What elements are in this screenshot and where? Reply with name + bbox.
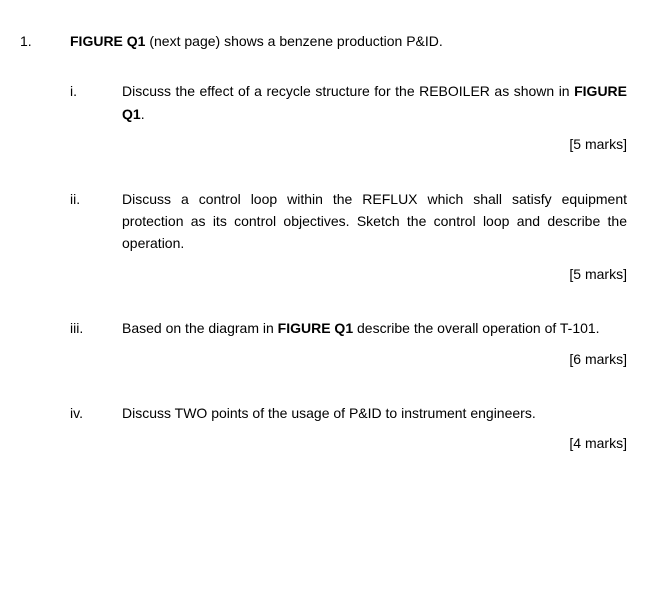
sub-question-label: i.	[70, 80, 98, 155]
sub-question-text: Discuss TWO points of the usage of P&ID …	[122, 402, 627, 424]
sub-question-content: Based on the diagram in FIGURE Q1 descri…	[122, 317, 627, 370]
sub-questions-list: i. Discuss the effect of a recycle struc…	[70, 80, 627, 454]
intro-bold: FIGURE Q1	[70, 33, 145, 49]
sub-question-marks: [5 marks]	[122, 263, 627, 285]
sub-text-before: Discuss a control loop within the REFLUX…	[122, 191, 627, 252]
question-number: 1.	[20, 30, 40, 487]
sub-question-content: Discuss a control loop within the REFLUX…	[122, 188, 627, 286]
sub-question-content: Discuss the effect of a recycle structur…	[122, 80, 627, 155]
intro-suffix: (next page) shows a benzene production P…	[145, 33, 442, 49]
sub-question-content: Discuss TWO points of the usage of P&ID …	[122, 402, 627, 455]
sub-text-after: .	[141, 106, 145, 122]
sub-question: i. Discuss the effect of a recycle struc…	[70, 80, 627, 155]
sub-question-marks: [4 marks]	[122, 432, 627, 454]
sub-question-label: ii.	[70, 188, 98, 286]
sub-question-label: iv.	[70, 402, 98, 455]
sub-question-text: Discuss the effect of a recycle structur…	[122, 80, 627, 125]
sub-question: ii. Discuss a control loop within the RE…	[70, 188, 627, 286]
sub-question-text: Discuss a control loop within the REFLUX…	[122, 188, 627, 255]
sub-question: iii. Based on the diagram in FIGURE Q1 d…	[70, 317, 627, 370]
sub-text-before: Based on the diagram in	[122, 320, 278, 336]
sub-text-before: Discuss TWO points of the usage of P&ID …	[122, 405, 536, 421]
sub-question-text: Based on the diagram in FIGURE Q1 descri…	[122, 317, 627, 339]
sub-text-before: Discuss the effect of a recycle structur…	[122, 83, 574, 99]
sub-question-label: iii.	[70, 317, 98, 370]
sub-question-marks: [6 marks]	[122, 348, 627, 370]
sub-question-marks: [5 marks]	[122, 133, 627, 155]
question-body: FIGURE Q1 (next page) shows a benzene pr…	[70, 30, 627, 487]
sub-text-bold: FIGURE Q1	[278, 320, 353, 336]
question-intro: FIGURE Q1 (next page) shows a benzene pr…	[70, 30, 627, 52]
sub-text-after: describe the overall operation of T-101.	[353, 320, 599, 336]
sub-question: iv. Discuss TWO points of the usage of P…	[70, 402, 627, 455]
question-container: 1. FIGURE Q1 (next page) shows a benzene…	[20, 30, 627, 487]
